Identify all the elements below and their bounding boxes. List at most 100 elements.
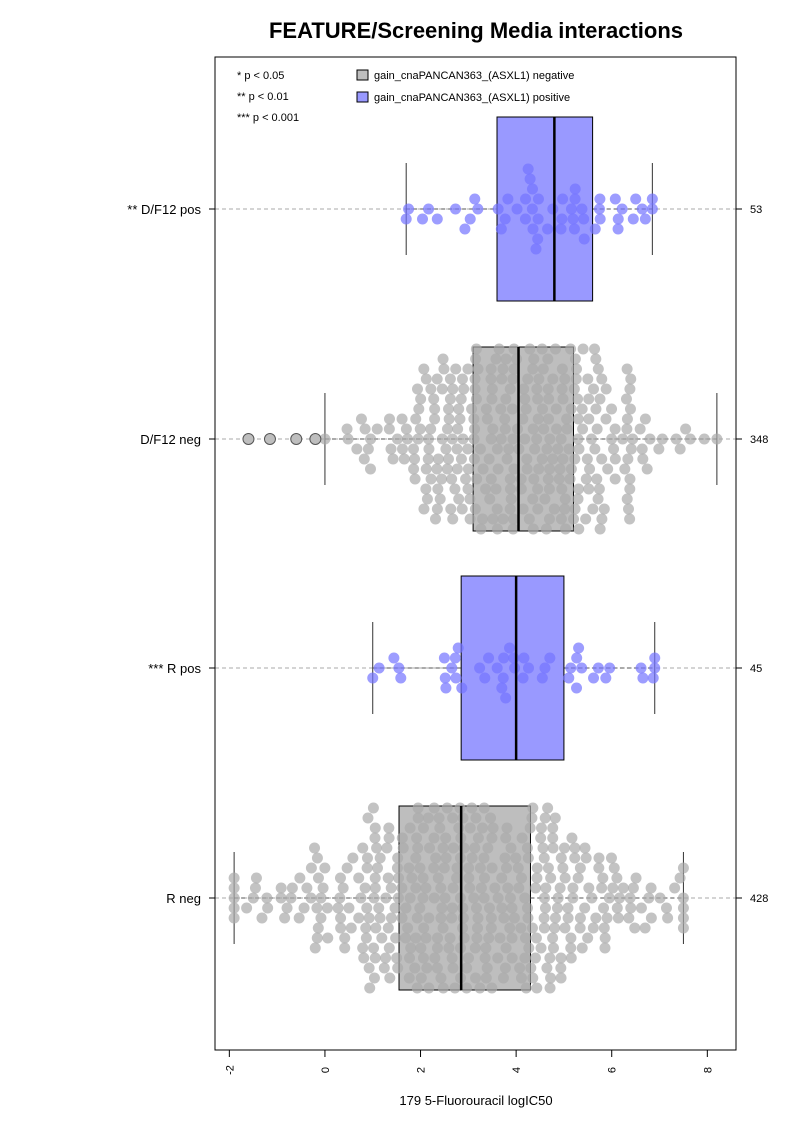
data-point	[611, 872, 623, 884]
data-point	[447, 842, 459, 854]
data-point	[404, 892, 416, 904]
data-point	[261, 892, 273, 904]
data-point	[561, 413, 573, 425]
data-point	[677, 922, 689, 934]
data-point	[339, 942, 351, 954]
data-point	[527, 493, 539, 505]
data-point	[411, 832, 423, 844]
data-point	[337, 882, 349, 894]
data-point	[322, 932, 334, 944]
data-point	[391, 862, 403, 874]
data-point	[531, 383, 543, 395]
data-point	[567, 892, 579, 904]
data-point	[450, 672, 462, 684]
data-point	[504, 922, 516, 934]
data-point	[368, 942, 380, 954]
data-point	[504, 892, 516, 904]
data-point	[499, 423, 511, 435]
data-point	[569, 193, 581, 205]
data-point	[469, 373, 481, 385]
data-point	[404, 822, 416, 834]
group-label: *** R pos	[148, 661, 201, 676]
data-point	[500, 862, 512, 874]
legend-label: gain_cnaPANCAN363_(ASXL1) positive	[374, 92, 570, 104]
data-point	[542, 223, 554, 235]
data-point	[570, 373, 582, 385]
data-point	[475, 882, 487, 894]
data-point	[477, 513, 489, 525]
data-point	[432, 483, 444, 495]
data-point	[441, 802, 453, 814]
data-point	[639, 413, 651, 425]
data-point	[390, 932, 402, 944]
data-point	[385, 443, 397, 455]
data-point	[621, 413, 633, 425]
data-point	[556, 213, 568, 225]
data-point	[380, 952, 392, 964]
data-point	[532, 233, 544, 245]
group-label: D/F12 neg	[140, 432, 201, 447]
data-point	[247, 892, 259, 904]
data-point	[469, 193, 481, 205]
data-point	[414, 902, 426, 914]
data-point	[565, 952, 577, 964]
data-point	[527, 423, 539, 435]
data-point	[505, 842, 517, 854]
data-point	[382, 922, 394, 934]
data-point	[285, 892, 297, 904]
data-point	[600, 413, 612, 425]
data-point	[609, 193, 621, 205]
data-point	[590, 912, 602, 924]
data-point	[249, 882, 261, 894]
data-point	[446, 912, 458, 924]
data-point	[541, 962, 553, 974]
data-point	[589, 343, 601, 355]
data-point	[428, 393, 440, 405]
data-point	[605, 852, 617, 864]
data-point	[586, 433, 598, 445]
data-point	[553, 473, 565, 485]
data-point	[406, 872, 418, 884]
data-point	[447, 513, 459, 525]
data-point	[653, 443, 665, 455]
data-point	[547, 942, 559, 954]
data-point	[520, 403, 532, 415]
data-point	[369, 832, 381, 844]
data-point	[476, 822, 488, 834]
data-point	[440, 832, 452, 844]
x-tick-label: 6	[607, 1067, 619, 1073]
data-point	[542, 383, 554, 395]
data-point	[445, 503, 457, 515]
data-point	[480, 403, 492, 415]
data-point	[547, 932, 559, 944]
data-point	[466, 403, 478, 415]
data-point	[561, 423, 573, 435]
data-point	[362, 812, 374, 824]
data-point	[565, 463, 577, 475]
data-point	[506, 932, 518, 944]
data-point	[438, 862, 450, 874]
data-point	[374, 912, 386, 924]
data-point	[537, 842, 549, 854]
data-point	[481, 962, 493, 974]
data-point	[497, 513, 509, 525]
data-point	[418, 922, 430, 934]
data-point	[400, 213, 412, 225]
data-point	[470, 812, 482, 824]
data-point	[635, 662, 647, 674]
data-point	[334, 892, 346, 904]
data-point	[478, 852, 490, 864]
data-point	[542, 862, 554, 874]
data-point	[670, 433, 682, 445]
data-point	[674, 872, 686, 884]
data-point	[462, 443, 474, 455]
data-point	[420, 483, 432, 495]
data-point	[368, 892, 380, 904]
data-point	[438, 652, 450, 664]
data-point	[599, 942, 611, 954]
data-point	[572, 872, 584, 884]
data-point	[569, 503, 581, 515]
data-point	[596, 373, 608, 385]
data-point	[457, 812, 469, 824]
data-point	[500, 353, 512, 365]
